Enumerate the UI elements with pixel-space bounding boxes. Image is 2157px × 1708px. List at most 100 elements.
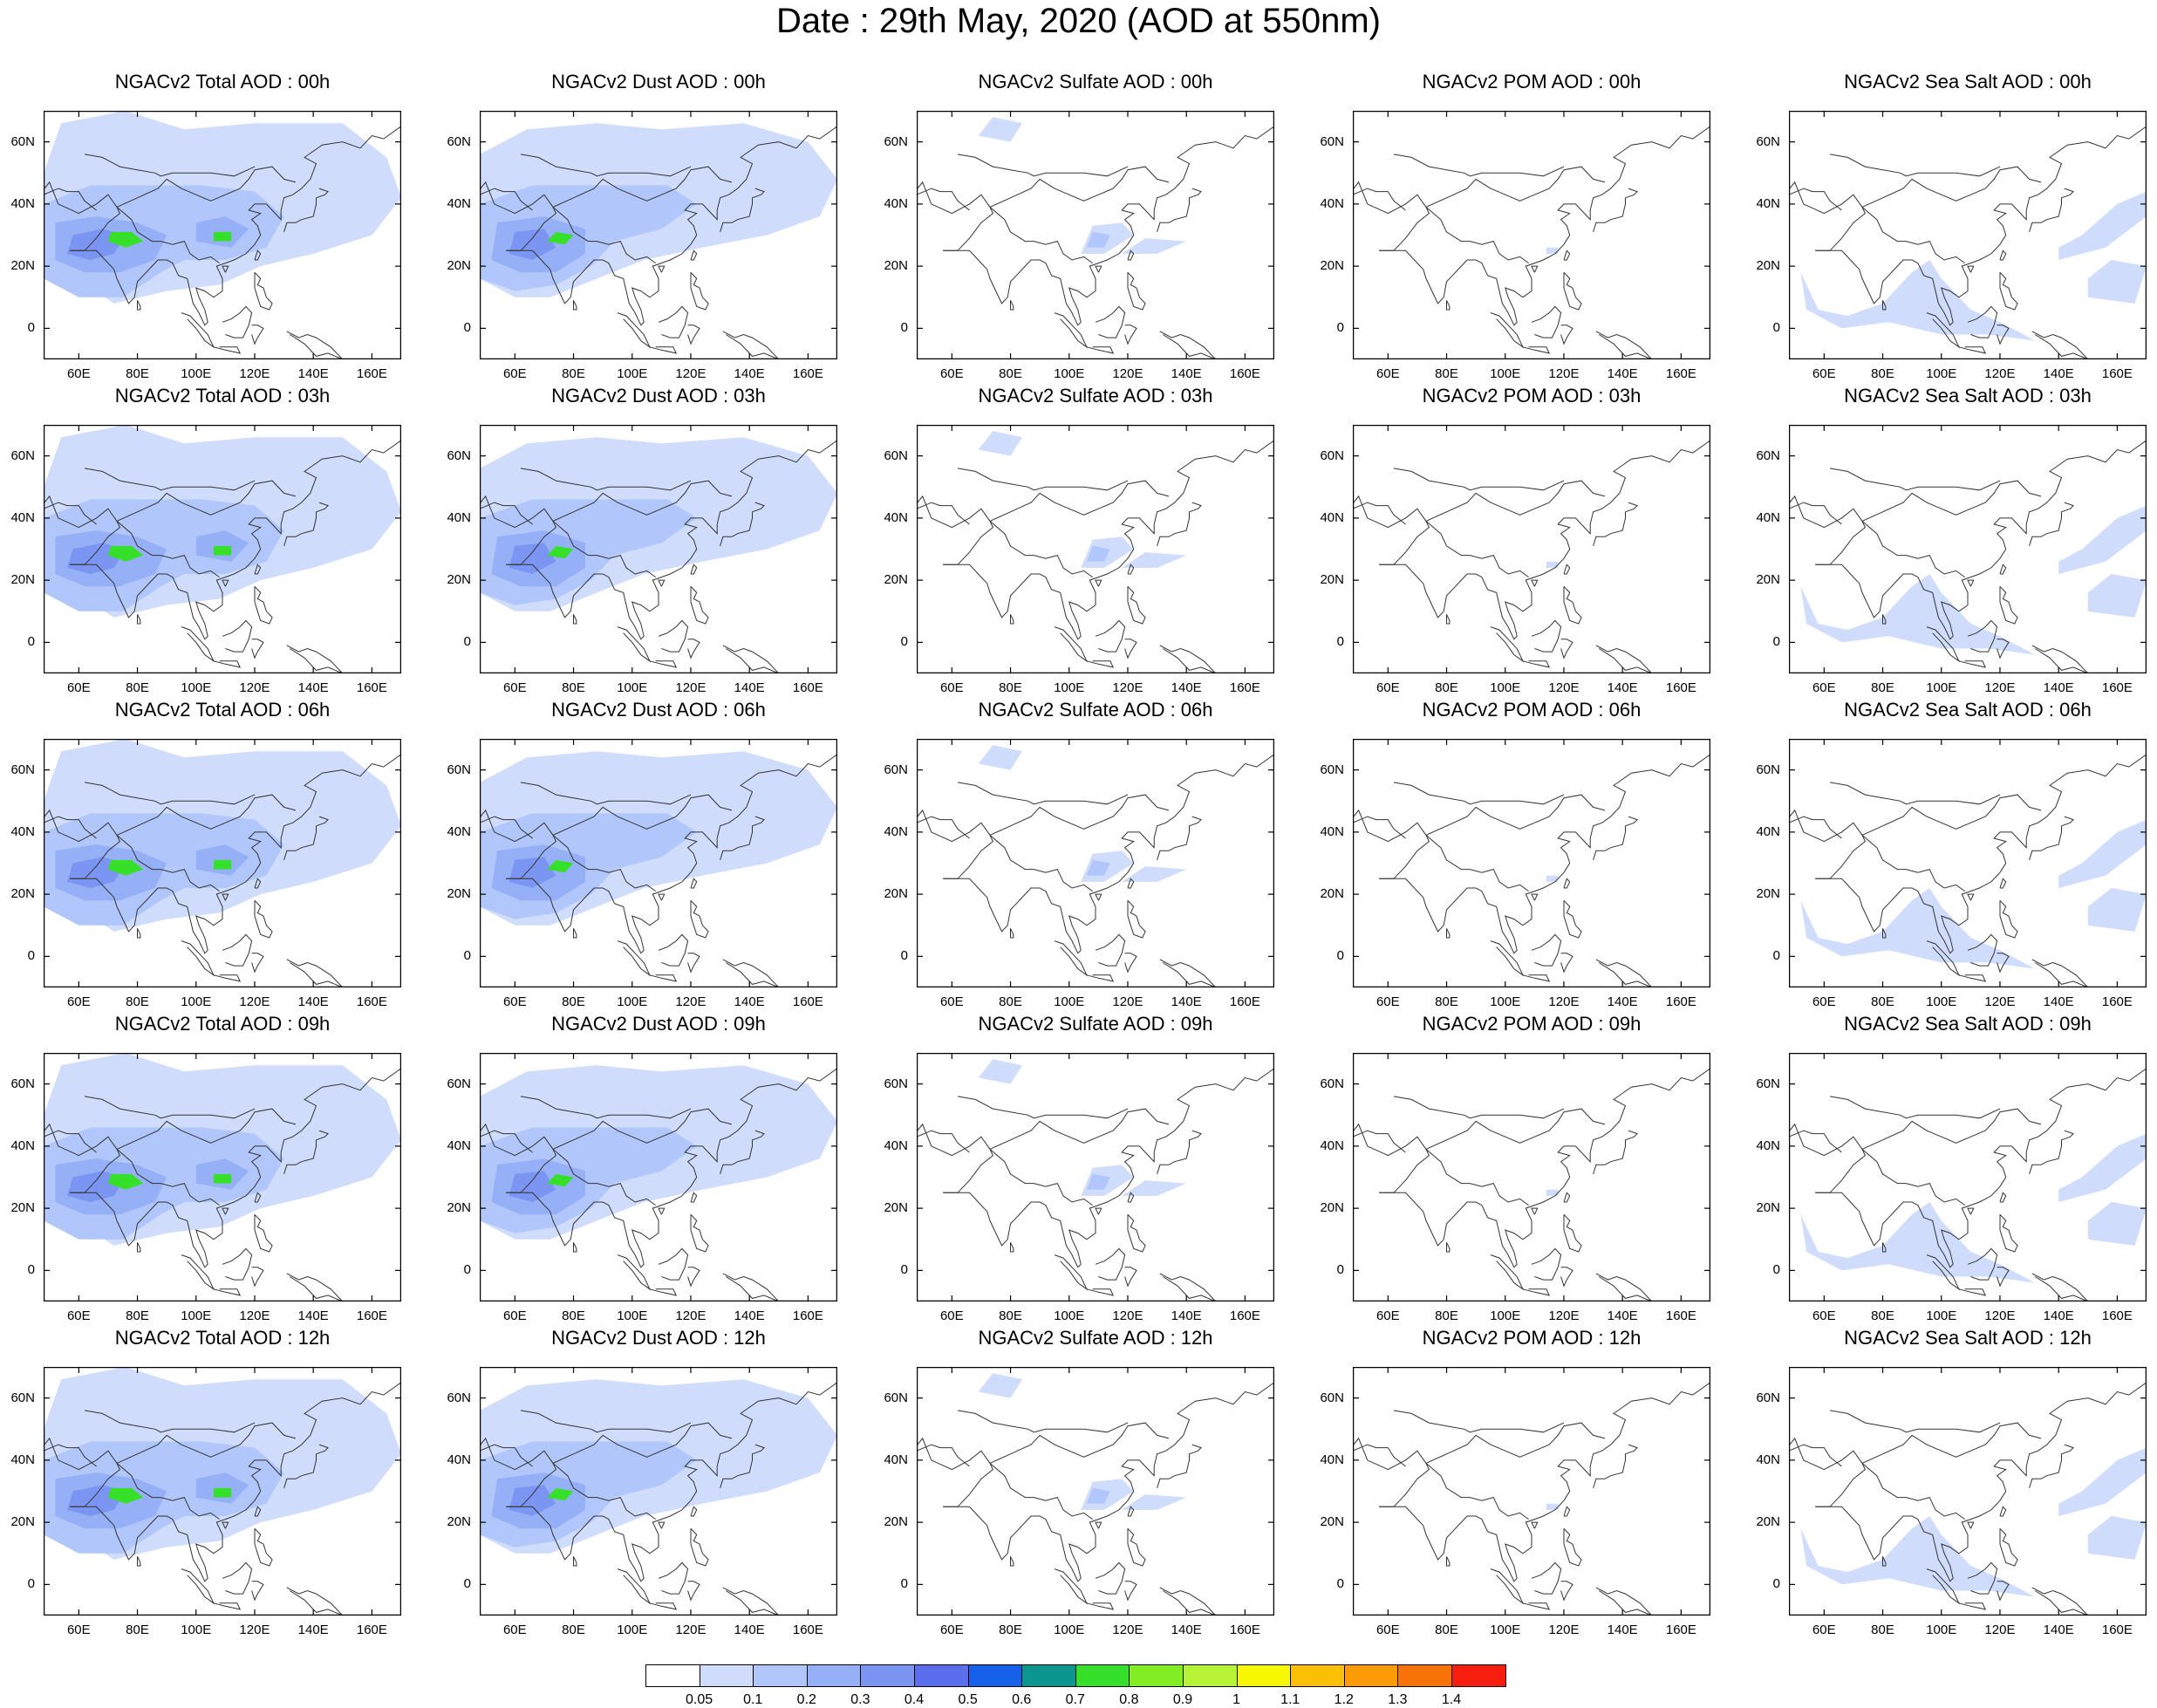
lon-tick-label: 100E — [1054, 1308, 1085, 1323]
coastline — [1967, 1561, 1998, 1595]
coastline — [222, 1247, 253, 1281]
coastline — [1010, 1242, 1014, 1253]
lon-tick-label: 160E — [1665, 994, 1696, 1009]
coastline — [1789, 495, 1867, 565]
lon-tick-label: 80E — [1435, 680, 1458, 695]
colorbar-label: 0.9 — [1172, 1692, 1193, 1707]
coastline — [1560, 639, 1573, 659]
map-panel: NGACv2 Sulfate AOD : 00h 60N 40N 20N 0 60E 80E… — [884, 71, 1274, 381]
lon-tick-label: 120E — [239, 1308, 270, 1323]
coastline — [480, 1444, 533, 1467]
coastline — [1967, 265, 1975, 273]
coastline — [1560, 1267, 1573, 1288]
coastline — [573, 300, 577, 311]
coastline — [1157, 502, 1202, 547]
coastline — [722, 1587, 780, 1616]
coastline — [989, 480, 1170, 522]
lon-tick-label: 100E — [1926, 1308, 1957, 1323]
lon-tick-label: 100E — [1926, 680, 1957, 695]
colorbar-label: 0.1 — [743, 1692, 763, 1707]
panel-title: NGACv2 Total AOD : 09h — [114, 1013, 331, 1035]
lon-tick-label: 100E — [1054, 994, 1085, 1009]
colorbar-label: 1.2 — [1334, 1692, 1354, 1707]
lat-tick-label: 0 — [463, 948, 471, 964]
coastline — [917, 1123, 994, 1193]
coastline — [1393, 1410, 1565, 1433]
aod-map — [44, 1367, 401, 1616]
coastline — [1563, 878, 1571, 889]
colorbar-swatch — [1129, 1664, 1184, 1687]
coastline — [1882, 1242, 1887, 1253]
coastline — [254, 1527, 273, 1567]
coastline — [1127, 878, 1135, 889]
lat-tick-label: 0 — [900, 1576, 908, 1592]
coastline — [1379, 1382, 1710, 1582]
coastline — [254, 878, 262, 889]
lon-tick-label: 80E — [562, 1623, 585, 1637]
coastline — [989, 521, 1093, 578]
coastline — [917, 816, 970, 839]
lon-tick-label: 100E — [181, 680, 212, 695]
lat-tick-label: 20N — [884, 1514, 908, 1530]
coastline — [520, 1410, 692, 1433]
lon-tick-label: 160E — [1229, 366, 1260, 381]
lon-tick-label: 140E — [734, 994, 765, 1009]
lon-tick-label: 140E — [1607, 994, 1638, 1009]
coastline — [1967, 579, 1975, 587]
coastline — [1054, 312, 1089, 349]
aod-map — [1353, 425, 1710, 673]
coastline — [1829, 782, 2001, 805]
lon-tick-label: 60E — [939, 680, 964, 695]
aod-plume — [107, 231, 144, 248]
coastline — [254, 564, 262, 575]
coastline — [480, 816, 533, 839]
colorbar-label: 0.8 — [1119, 1692, 1139, 1707]
lon-tick-label: 60E — [1812, 366, 1836, 381]
coastline — [1124, 1581, 1137, 1602]
coastline — [649, 1602, 678, 1610]
coastline — [1789, 816, 1842, 839]
coastline — [1563, 249, 1571, 261]
lat-tick-label: 60N — [10, 447, 35, 463]
aod-plume — [1800, 1516, 2036, 1597]
coastline — [1159, 331, 1217, 359]
coastline — [181, 940, 215, 977]
coastline — [84, 1096, 256, 1119]
coastline — [1593, 816, 1638, 861]
map-frame — [1353, 1053, 1710, 1301]
map-frame — [1789, 1053, 2147, 1301]
lat-tick-label: 0 — [463, 634, 471, 650]
map-frame — [1789, 739, 2147, 987]
coastline — [552, 1149, 656, 1206]
lon-tick-label: 140E — [1171, 366, 1202, 381]
lat-tick-label: 20N — [447, 572, 471, 588]
lat-tick-label: 0 — [1336, 1576, 1344, 1592]
lat-tick-label: 20N — [447, 1200, 471, 1216]
lat-tick-label: 20N — [1320, 1514, 1344, 1530]
coastline — [1789, 188, 1842, 211]
aod-plume — [547, 859, 574, 873]
coastline — [44, 502, 97, 525]
coastline — [1595, 645, 1653, 673]
aod-plume — [1546, 875, 1559, 882]
lat-tick-label: 0 — [900, 320, 908, 336]
map-frame — [44, 1053, 401, 1301]
coastline — [1446, 928, 1451, 939]
map-frame — [44, 1367, 401, 1616]
coastline — [44, 495, 121, 565]
coastline — [2031, 1587, 2089, 1616]
lon-tick-label: 80E — [999, 680, 1022, 695]
aod-map — [917, 1367, 1274, 1616]
lon-tick-label: 60E — [1375, 680, 1400, 695]
coastline — [506, 440, 837, 640]
coastline — [1157, 816, 1202, 861]
lat-tick-label: 40N — [10, 509, 35, 525]
colorbar-label: 0.4 — [904, 1692, 925, 1707]
coastline — [1563, 1192, 1571, 1203]
colorbar-swatch — [1343, 1664, 1399, 1687]
colorbar-label: 0.05 — [686, 1692, 713, 1707]
coastline — [1522, 346, 1551, 354]
lat-tick-label: 60N — [884, 133, 908, 149]
coastline — [283, 1444, 329, 1489]
colorbar-swatch — [645, 1664, 700, 1687]
